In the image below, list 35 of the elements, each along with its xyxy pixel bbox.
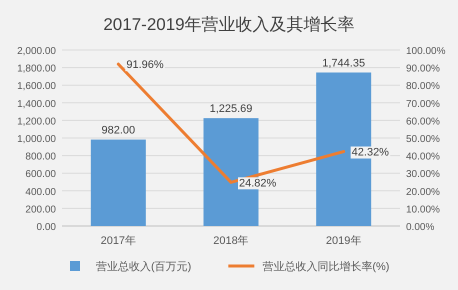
y-tick-label: 600.00 [25,169,56,180]
y2-tick-label: 30.00% [406,169,440,180]
bar [90,140,146,226]
x-tick-label: 2019年 [326,235,362,247]
y-tick-label: 1,400.00 [17,98,56,110]
x-tick-label: 2017年 [100,235,136,247]
y2-tick-label: 40.00% [406,152,440,163]
legend-label: 营业总收入同比增长率(%) [262,260,390,273]
y-tick-label: 1,200.00 [17,116,56,128]
data-label: 24.82% [239,177,277,190]
data-label: 982.00 [102,124,136,137]
y2-tick-label: 70.00% [406,98,440,110]
y-tick-label: 2,000.00 [17,46,56,57]
y-tick-label: 400.00 [25,186,56,198]
y2-tick-label: 100.00% [406,46,446,57]
y2-tick-label: 10.00% [406,204,440,216]
x-tick-label: 2018年 [213,235,249,247]
y2-tick-label: 90.00% [406,64,440,75]
y2-tick-label: 60.00% [406,116,440,128]
y-tick-label: 0.00 [36,222,56,233]
y2-tick-label: 50.00% [406,134,440,145]
y-tick-label: 200.00 [25,204,56,216]
chart-title: 2017-2019年营业收入及其增长率 [103,15,355,34]
y2-tick-label: 20.00% [406,186,440,198]
y-tick-label: 800.00 [25,152,56,163]
y-tick-label: 1,800.00 [17,64,56,75]
data-label: 42.32% [352,146,390,159]
data-label: 91.96% [126,59,164,72]
data-label: 1,744.35 [322,57,366,70]
legend-label: 营业总收入(百万元) [96,260,192,273]
y-tick-label: 1,000.00 [17,134,56,145]
y2-tick-label: 80.00% [406,81,440,92]
y-tick-label: 1,600.00 [17,81,56,92]
data-label: 1,225.69 [210,103,252,116]
y2-tick-label: 0.00% [406,222,434,233]
